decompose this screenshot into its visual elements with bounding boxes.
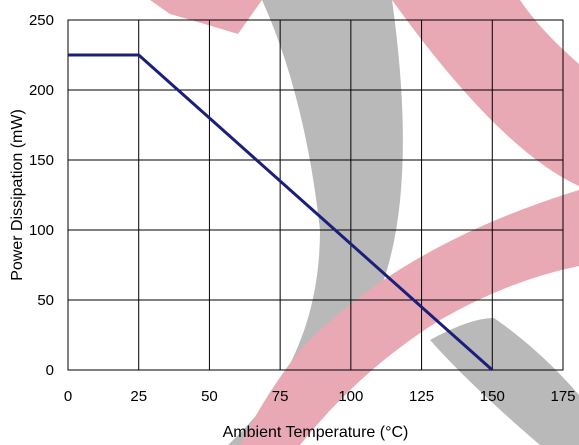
y-tick-label: 50 [37,292,54,309]
watermark-gray-small [430,318,579,445]
watermark-gray-arc [228,0,403,445]
watermark-logo [150,0,579,445]
x-tick-label: 100 [338,388,363,405]
x-tick-label: 0 [64,388,72,405]
y-axis-title: Power Dissipation (mW) [9,109,26,281]
plot-area [67,19,564,371]
x-tick-labels: 0 25 50 75 100 125 150 175 [64,388,576,405]
y-tick-labels: 0 50 100 150 200 250 [29,12,54,379]
x-tick-label: 75 [272,388,289,405]
y-tick-label: 100 [29,222,54,239]
watermark-red-top-right [392,0,579,186]
x-axis-title: Ambient Temperature (°C) [223,424,409,441]
x-tick-label: 175 [550,388,575,405]
y-tick-label: 0 [46,362,54,379]
data-series [68,53,494,372]
y-tick-label: 250 [29,12,54,29]
series-line [68,53,494,372]
y-tick-label: 200 [29,82,54,99]
x-tick-label: 150 [480,388,505,405]
watermark-red-top-left [150,0,262,34]
x-tick-label: 25 [130,388,147,405]
y-tick-label: 150 [29,152,54,169]
watermark-red-swoosh [240,190,579,445]
x-tick-label: 125 [409,388,434,405]
x-tick-label: 50 [201,388,218,405]
